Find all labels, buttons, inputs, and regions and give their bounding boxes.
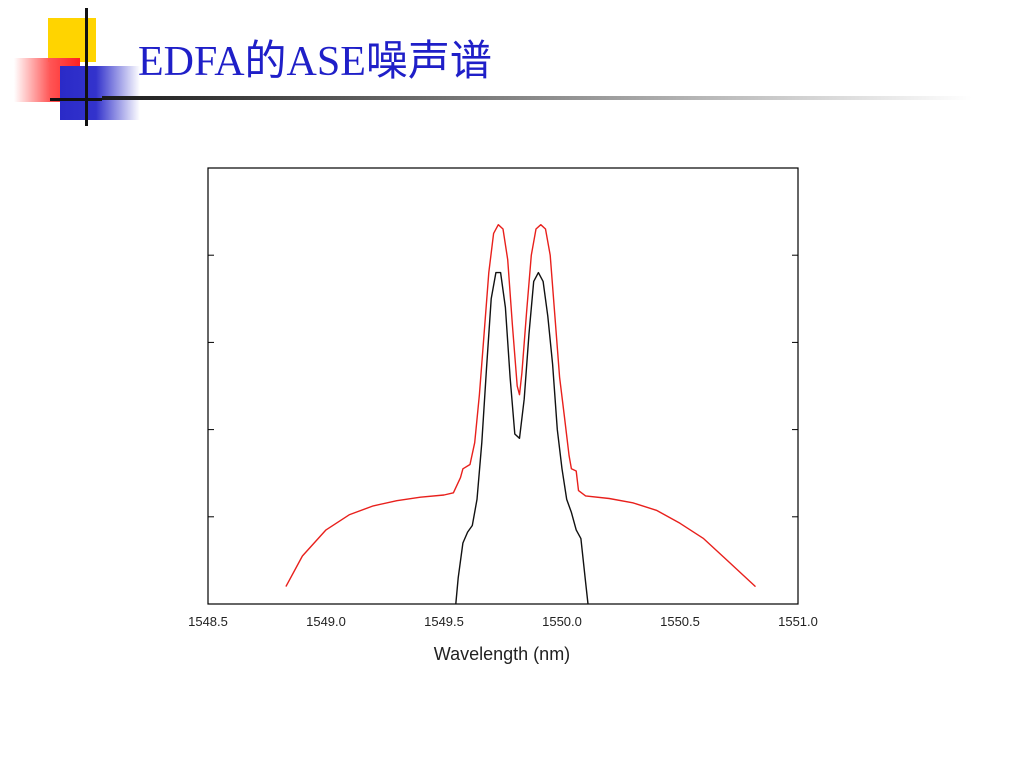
x-tick-label-5: 1551.0: [778, 614, 818, 629]
series-line-1: [455, 271, 589, 605]
x-tick-label-0: 1548.5: [188, 614, 228, 629]
x-tick-label-1: 1549.0: [306, 614, 346, 629]
series-line-0: [285, 223, 756, 588]
series-layer: [285, 223, 756, 605]
x-tick-label-3: 1550.0: [542, 614, 582, 629]
title-decoration-vertical-line: [85, 8, 88, 126]
title-decoration-blue-square: [60, 66, 140, 120]
title-decoration-yellow-square: [48, 18, 96, 62]
x-tick-label-4: 1550.5: [660, 614, 700, 629]
x-tick-label-2: 1549.5: [424, 614, 464, 629]
title-underline: [102, 96, 972, 100]
y-axis-ticks: [208, 254, 798, 518]
slide-title: EDFA的ASE噪声谱: [138, 39, 492, 85]
x-axis-ticks: 1548.5 1549.0 1549.5 1550.0 1550.5 1551.0: [188, 614, 818, 629]
x-axis-label: Wavelength (nm): [434, 644, 570, 664]
title-decoration-horizontal-line: [50, 98, 102, 101]
plot-frame: [207, 167, 799, 605]
